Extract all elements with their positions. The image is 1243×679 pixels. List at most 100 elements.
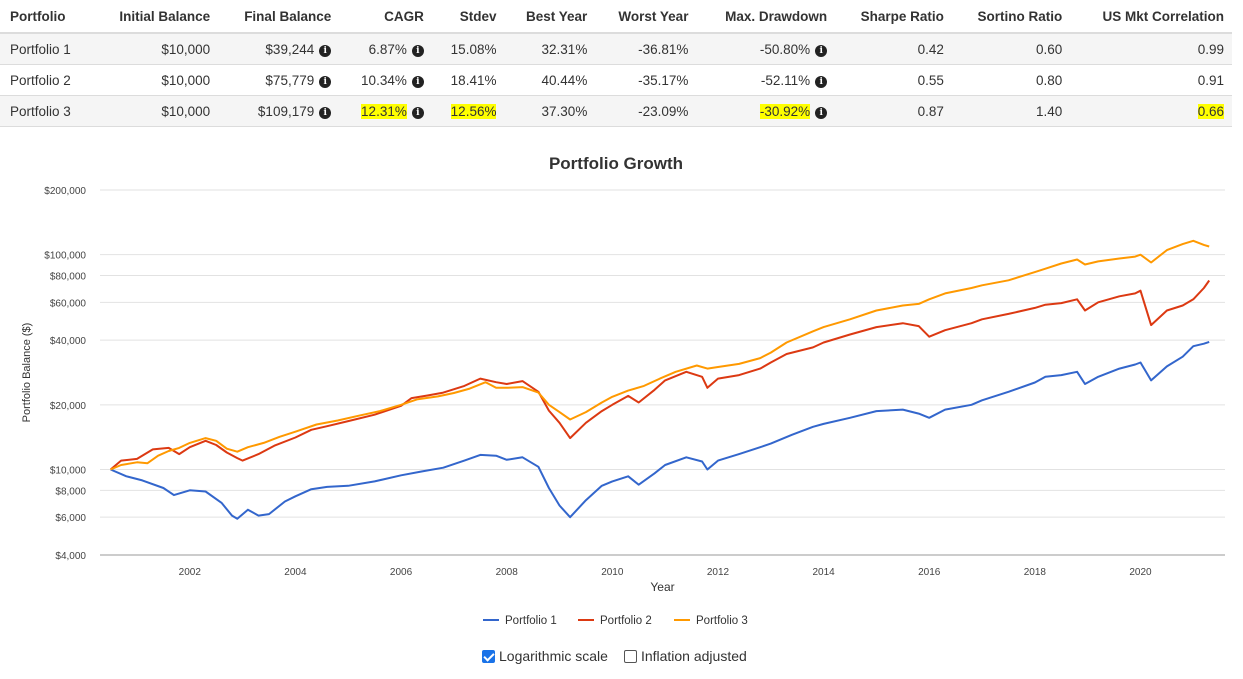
x-tick-label: 2018: [1024, 567, 1047, 578]
final-balance-cell: $75,779 i: [218, 64, 340, 96]
x-tick-label: 2010: [601, 567, 624, 578]
series-line-2: [109, 279, 1211, 471]
x-tick-label: 2002: [179, 567, 202, 578]
col-header-final: Final Balance: [218, 0, 340, 34]
max-drawdown: -52.11%: [760, 72, 811, 88]
y-tick-label: $8,000: [55, 486, 86, 497]
log-scale-checkbox[interactable]: [482, 649, 495, 663]
x-tick-label: 2020: [1129, 567, 1152, 578]
cagr: 12.31%: [361, 103, 407, 119]
initial-balance: $10,000: [92, 64, 219, 96]
series-line-1: [110, 340, 1210, 520]
cagr: 6.87%: [368, 41, 407, 57]
drawdown-cell: -30.92% i: [696, 95, 836, 127]
worst-year: -23.09%: [595, 95, 697, 127]
col-header-drawdown: Max. Drawdown: [696, 0, 836, 34]
legend-label-3: Portfolio 3: [696, 615, 748, 627]
cagr-cell: 12.31% i: [339, 95, 432, 127]
us-mkt-correlation: 0.66: [1197, 103, 1224, 119]
info-icon[interactable]: i: [815, 106, 828, 119]
x-tick-label: 2012: [707, 567, 730, 578]
x-tick-label: 2006: [390, 567, 413, 578]
worst-year: -35.17%: [595, 64, 697, 96]
portfolio-name: Portfolio 1: [0, 33, 93, 65]
y-tick-label: $4,000: [55, 551, 86, 562]
log-scale-toggle[interactable]: Logarithmic scale: [482, 648, 608, 664]
stdev: 18.41%: [431, 64, 505, 96]
col-header-sortino: Sortino Ratio: [951, 0, 1071, 34]
y-tick-label: $10,000: [50, 466, 87, 477]
table-row: Portfolio 3 $10,000 $109,179 i 12.31% i 12…: [0, 95, 1232, 127]
col-header-worst: Worst Year: [595, 0, 697, 34]
col-header-portfolio: Portfolio: [0, 0, 93, 34]
info-icon[interactable]: i: [411, 106, 424, 119]
y-tick-label: $60,000: [50, 298, 87, 309]
corr-cell: 0.66: [1070, 95, 1232, 127]
stats-table: Portfolio Initial Balance Final Balance …: [0, 0, 1232, 127]
info-icon[interactable]: i: [411, 44, 424, 57]
y-tick-label: $20,000: [50, 401, 87, 412]
max-drawdown: -30.92%: [759, 103, 811, 119]
sharpe-ratio: 0.42: [835, 33, 952, 65]
info-icon[interactable]: i: [815, 75, 828, 88]
table-header-row: Portfolio Initial Balance Final Balance …: [0, 0, 1232, 34]
col-header-cagr: CAGR: [339, 0, 432, 34]
best-year: 40.44%: [504, 64, 596, 96]
portfolio-name: Portfolio 2: [0, 64, 93, 96]
x-tick-label: 2004: [284, 567, 307, 578]
x-axis-label: Year: [650, 580, 674, 594]
x-tick-label: 2014: [812, 567, 835, 578]
best-year: 32.31%: [504, 33, 596, 65]
sharpe-ratio: 0.55: [835, 64, 952, 96]
drawdown-cell: -50.80% i: [696, 33, 836, 65]
col-header-sharpe: Sharpe Ratio: [835, 0, 952, 34]
info-icon[interactable]: i: [319, 75, 332, 88]
col-header-corr: US Mkt Correlation: [1070, 0, 1232, 34]
info-icon[interactable]: i: [815, 44, 828, 57]
y-tick-label: $200,000: [44, 186, 86, 197]
legend-label-1: Portfolio 1: [505, 615, 557, 627]
sortino-ratio: 0.80: [951, 64, 1071, 96]
sortino-ratio: 0.60: [951, 33, 1071, 65]
stdev: 15.08%: [431, 33, 505, 65]
us-mkt-correlation: 0.99: [1070, 33, 1232, 65]
final-balance: $75,779: [265, 72, 315, 88]
legend-label-2: Portfolio 2: [600, 615, 652, 627]
inflation-checkbox[interactable]: [623, 649, 637, 663]
table-row: Portfolio 1 $10,000 $39,244 i 6.87% i 15.0…: [0, 33, 1232, 65]
info-icon[interactable]: i: [411, 75, 424, 88]
series-line-3: [110, 239, 1210, 471]
us-mkt-correlation: 0.91: [1070, 64, 1232, 96]
portfolio-growth-chart: Portfolio Growth $4,000 $6,000 $8,000 $10,00…: [0, 140, 1243, 640]
x-tick-label: 2016: [918, 567, 941, 578]
inflation-label: Inflation adjusted: [640, 648, 747, 664]
chart-options: Logarithmic scale Inflation adjusted: [482, 648, 763, 664]
worst-year: -36.81%: [595, 33, 697, 65]
info-icon[interactable]: i: [319, 44, 332, 57]
final-balance: $39,244: [265, 41, 315, 57]
y-tick-label: $100,000: [44, 251, 86, 262]
y-tick-label: $80,000: [50, 271, 87, 282]
sharpe-ratio: 0.87: [835, 95, 952, 127]
log-scale-label: Logarithmic scale: [499, 648, 608, 664]
cagr-cell: 6.87% i: [339, 33, 432, 65]
col-header-initial: Initial Balance: [92, 0, 219, 34]
initial-balance: $10,000: [92, 33, 219, 65]
chart-title: Portfolio Growth: [549, 154, 683, 173]
final-balance: $109,179: [257, 103, 315, 119]
col-header-stdev: Stdev: [431, 0, 505, 34]
final-balance-cell: $39,244 i: [218, 33, 340, 65]
inflation-toggle[interactable]: Inflation adjusted: [623, 648, 747, 664]
cagr-cell: 10.34% i: [339, 64, 432, 96]
chart-svg: Portfolio Growth $4,000 $6,000 $8,000 $10,00…: [21, 154, 1225, 627]
stdev: 12.56%: [450, 103, 497, 119]
x-tick-label: 2008: [496, 567, 519, 578]
final-balance-cell: $109,179 i: [218, 95, 340, 127]
y-tick-label: $40,000: [50, 336, 87, 347]
table-row: Portfolio 2 $10,000 $75,779 i 10.34% i 18.…: [0, 64, 1232, 96]
best-year: 37.30%: [504, 95, 596, 127]
sortino-ratio: 1.40: [951, 95, 1071, 127]
portfolio-name: Portfolio 3: [0, 95, 93, 127]
info-icon[interactable]: i: [319, 106, 332, 119]
stdev-cell: 12.56%: [431, 95, 505, 127]
